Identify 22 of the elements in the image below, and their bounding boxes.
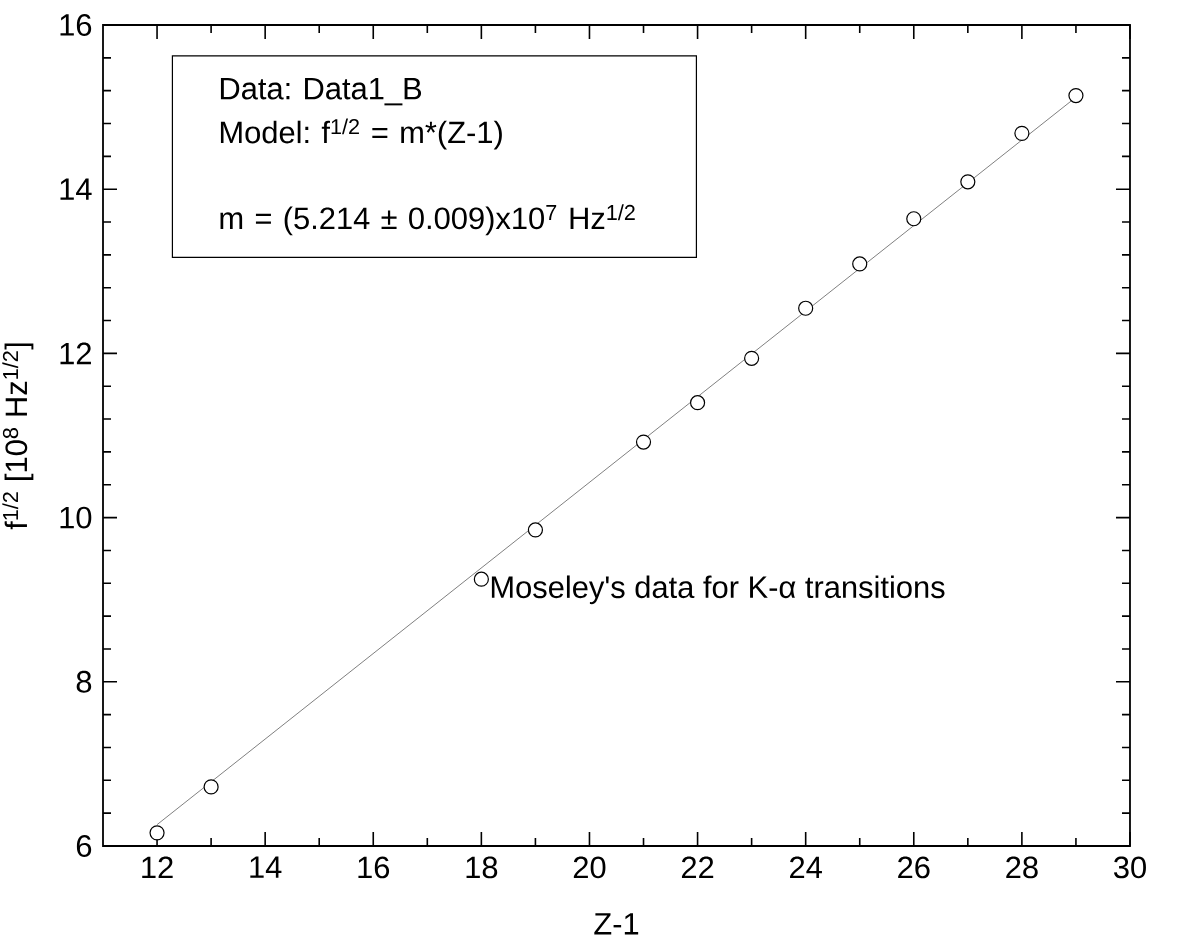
- x-tick-label: 12: [142, 856, 173, 879]
- annotation: Data: Data1_B: [220, 77, 422, 106]
- y-axis-title: f$^{1/2}$ [10$^{8}$ Hz$^{1/2}$]: [2, 343, 34, 530]
- x-tick-label: 22: [681, 856, 714, 879]
- y-tick-label: 16: [60, 14, 92, 36]
- x-tick-label: 20: [573, 856, 606, 879]
- x-tick-label: 28: [1006, 856, 1038, 879]
- x-tick-label: 30: [1113, 856, 1146, 879]
- y-tick-label: 10: [60, 506, 92, 529]
- x-axis-title: Z-1: [594, 913, 639, 935]
- annotation: m = (5.214 ± 0.009)x10$^{7}$ Hz$^{1/2}$: [220, 204, 635, 236]
- x-tick-label: 14: [250, 856, 282, 878]
- y-tick-label: 8: [76, 670, 92, 693]
- annotation: Moseley's data for K-α transitions: [491, 575, 945, 605]
- x-tick-label: 24: [790, 856, 822, 879]
- x-tick-label: 16: [358, 856, 390, 879]
- x-tick-label: 26: [898, 856, 930, 879]
- annotation: Model: f$^{1/2}$ = m*(Z-1): [220, 118, 502, 150]
- y-tick-label: 14: [60, 178, 92, 200]
- y-tick-label: 6: [76, 835, 92, 857]
- y-tick-label: 12: [60, 342, 91, 365]
- x-tick-label: 18: [466, 856, 498, 879]
